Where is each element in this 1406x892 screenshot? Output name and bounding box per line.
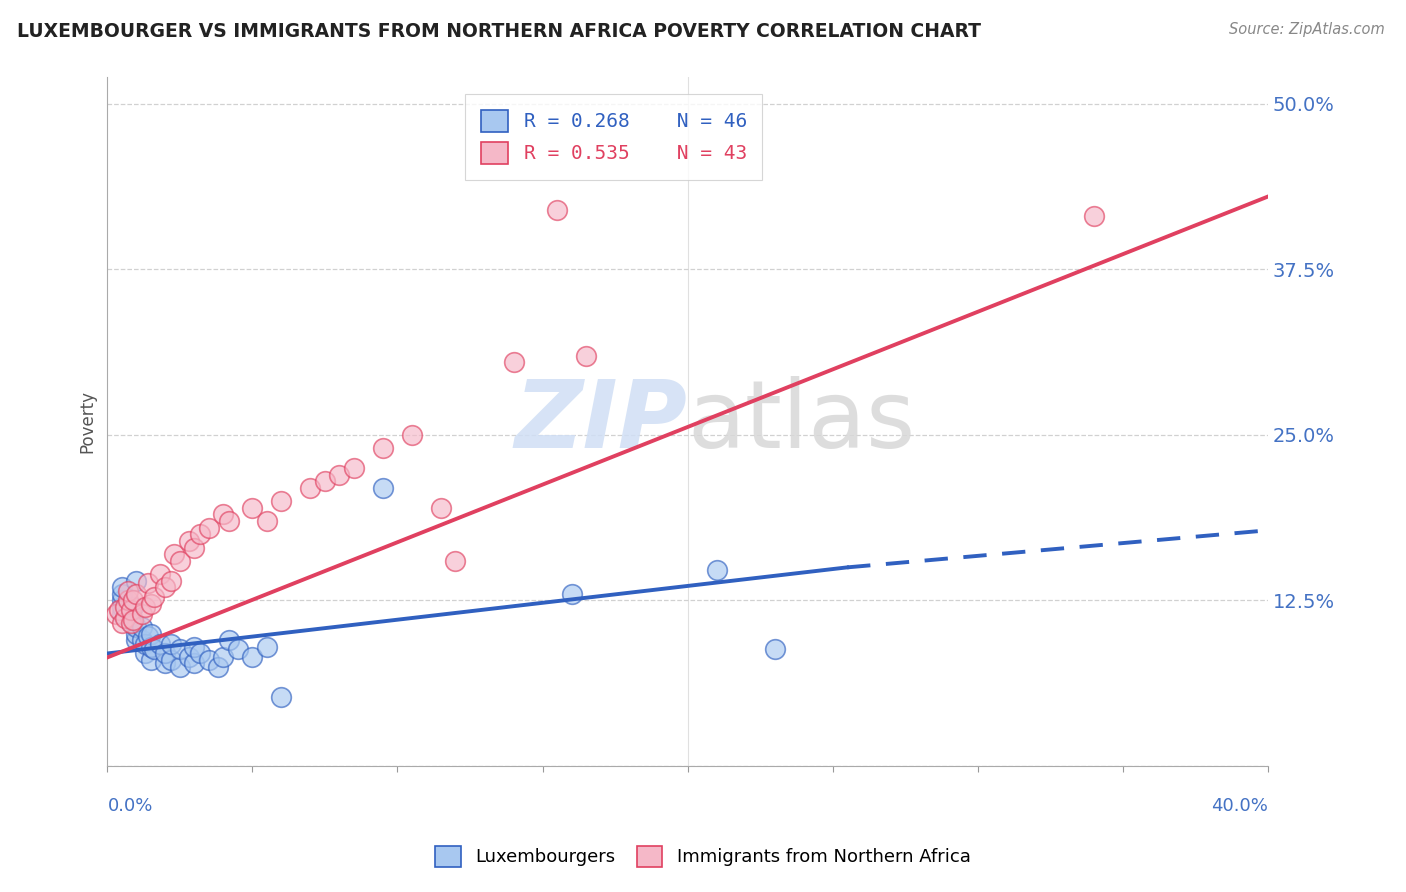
Point <box>444 554 467 568</box>
Point <box>149 566 172 581</box>
Point <box>183 541 205 555</box>
Point <box>430 500 453 515</box>
Point <box>198 521 221 535</box>
Point <box>122 593 145 607</box>
Point <box>706 563 728 577</box>
Point <box>546 202 568 217</box>
Point <box>125 574 148 588</box>
Point <box>136 576 159 591</box>
Point <box>122 600 145 615</box>
Point <box>111 607 134 621</box>
Point <box>371 441 394 455</box>
Text: LUXEMBOURGER VS IMMIGRANTS FROM NORTHERN AFRICA POVERTY CORRELATION CHART: LUXEMBOURGER VS IMMIGRANTS FROM NORTHERN… <box>17 22 981 41</box>
Point <box>122 613 145 627</box>
Y-axis label: Poverty: Poverty <box>79 390 96 453</box>
Text: 0.0%: 0.0% <box>107 797 153 814</box>
Point <box>242 500 264 515</box>
Point <box>177 650 200 665</box>
Point <box>125 620 148 634</box>
Point <box>117 593 139 607</box>
Point <box>218 633 240 648</box>
Point <box>188 647 211 661</box>
Point <box>134 637 156 651</box>
Legend: Luxembourgers, Immigrants from Northern Africa: Luxembourgers, Immigrants from Northern … <box>429 838 977 874</box>
Point <box>207 659 229 673</box>
Point <box>212 650 235 665</box>
Point <box>218 514 240 528</box>
Point <box>120 607 142 621</box>
Point <box>134 600 156 615</box>
Text: 40.0%: 40.0% <box>1211 797 1268 814</box>
Point <box>226 642 249 657</box>
Point <box>125 633 148 648</box>
Point <box>139 653 162 667</box>
Point <box>160 653 183 667</box>
Point <box>120 603 142 617</box>
Point <box>142 590 165 604</box>
Point <box>169 554 191 568</box>
Point <box>125 587 148 601</box>
Point <box>763 642 786 657</box>
Point <box>155 656 177 670</box>
Point <box>139 626 162 640</box>
Point <box>160 574 183 588</box>
Point <box>120 615 142 630</box>
Point <box>131 607 153 621</box>
Text: atlas: atlas <box>688 376 915 467</box>
Point <box>111 600 134 615</box>
Point <box>256 514 278 528</box>
Point <box>139 640 162 654</box>
Point <box>502 355 524 369</box>
Point <box>131 620 153 634</box>
Point <box>169 642 191 657</box>
Point <box>120 615 142 630</box>
Point <box>134 647 156 661</box>
Point <box>256 640 278 654</box>
Point <box>242 650 264 665</box>
Point <box>212 508 235 522</box>
Point <box>188 527 211 541</box>
Point <box>560 587 582 601</box>
Point <box>114 610 136 624</box>
Text: ZIP: ZIP <box>515 376 688 467</box>
Point <box>117 584 139 599</box>
Point <box>160 637 183 651</box>
Point <box>169 659 191 673</box>
Point <box>1083 210 1105 224</box>
Point <box>198 653 221 667</box>
Point <box>270 690 292 705</box>
Point <box>111 615 134 630</box>
Point <box>371 481 394 495</box>
Point <box>155 647 177 661</box>
Point <box>114 600 136 615</box>
Point <box>163 547 186 561</box>
Point <box>575 349 598 363</box>
Point <box>105 607 128 621</box>
Point <box>108 603 131 617</box>
Point <box>111 593 134 607</box>
Text: Source: ZipAtlas.com: Source: ZipAtlas.com <box>1229 22 1385 37</box>
Point <box>401 428 423 442</box>
Point <box>125 626 148 640</box>
Point <box>177 533 200 548</box>
Point <box>122 613 145 627</box>
Point <box>183 656 205 670</box>
Point <box>111 580 134 594</box>
Point <box>155 580 177 594</box>
Point <box>270 494 292 508</box>
Point <box>328 467 350 482</box>
Point <box>139 598 162 612</box>
Point <box>142 642 165 657</box>
Point <box>299 481 322 495</box>
Point <box>314 475 336 489</box>
Point <box>149 637 172 651</box>
Point <box>117 603 139 617</box>
Point <box>111 587 134 601</box>
Point <box>183 640 205 654</box>
Point <box>136 629 159 643</box>
Legend: R = 0.268    N = 46, R = 0.535    N = 43: R = 0.268 N = 46, R = 0.535 N = 43 <box>465 94 762 180</box>
Point <box>131 633 153 648</box>
Point <box>343 461 366 475</box>
